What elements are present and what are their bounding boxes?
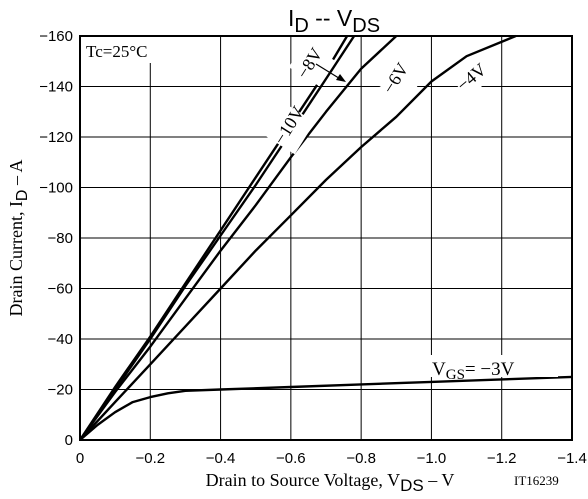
y-tick-label: −60 — [48, 281, 73, 298]
x-tick-label: −1.0 — [417, 450, 447, 467]
label-bg-vgs — [426, 355, 558, 377]
curve-series-3 — [79, 34, 517, 441]
grid — [80, 36, 572, 440]
x-axis-label: Drain to Source Voltage, VDS – V — [206, 470, 455, 495]
x-tick-label: −0.2 — [135, 450, 165, 467]
y-tick-label: −20 — [48, 382, 73, 399]
x-tick-label: −1.2 — [487, 450, 517, 467]
label-bg-4v — [452, 57, 494, 99]
arrow-8v — [315, 63, 346, 82]
x-tick-label: −0.6 — [276, 450, 306, 467]
y-tick-label: 0 — [65, 432, 73, 449]
figure-id: IT16239 — [514, 473, 559, 488]
y-tick-label: −140 — [39, 79, 73, 96]
x-tick-label: −0.4 — [206, 450, 236, 467]
label-4v: −4V — [453, 59, 490, 95]
y-tick-label: −160 — [39, 28, 73, 45]
arrow-8v-shaft — [315, 63, 343, 81]
curve-labels: −10V −8V −6V −4V VGS= −3V — [259, 41, 558, 383]
condition-label: Tc=25°C — [86, 42, 147, 61]
arrow-8v-head — [336, 74, 346, 82]
curves — [78, 34, 573, 441]
y-tick-label: −120 — [39, 129, 73, 146]
y-tick-label: −80 — [48, 230, 73, 247]
y-tick-label: −100 — [39, 180, 73, 197]
x-tick-label: 0 — [76, 450, 84, 467]
label-bg-10v — [259, 99, 315, 155]
curve-series-2 — [79, 35, 398, 441]
y-axis-label: Drain Current, ID – A — [6, 159, 31, 316]
x-tick-label: −1.4 — [557, 450, 587, 467]
label-bg-6v — [376, 56, 424, 104]
curve-series-1 — [79, 35, 356, 441]
plot-frame — [79, 35, 573, 441]
x-tick-labels: 0 −0.2 −0.4 −0.6 −0.8 −1.0 −1.2 −1.4 — [76, 450, 587, 467]
y-tick-label: −40 — [48, 331, 73, 348]
chart-title: ID -- VDS — [288, 5, 380, 37]
curve-series-0 — [78, 35, 349, 441]
label-bg-8v — [288, 41, 336, 87]
curve-series-4 — [79, 375, 573, 441]
x-tick-label: −0.8 — [346, 450, 376, 467]
y-tick-labels: 0 −20 −40 −60 −80 −100 −120 −140 −160 — [39, 28, 73, 449]
label-vgs: VGS= −3V — [432, 359, 515, 383]
condition-box — [81, 37, 167, 63]
